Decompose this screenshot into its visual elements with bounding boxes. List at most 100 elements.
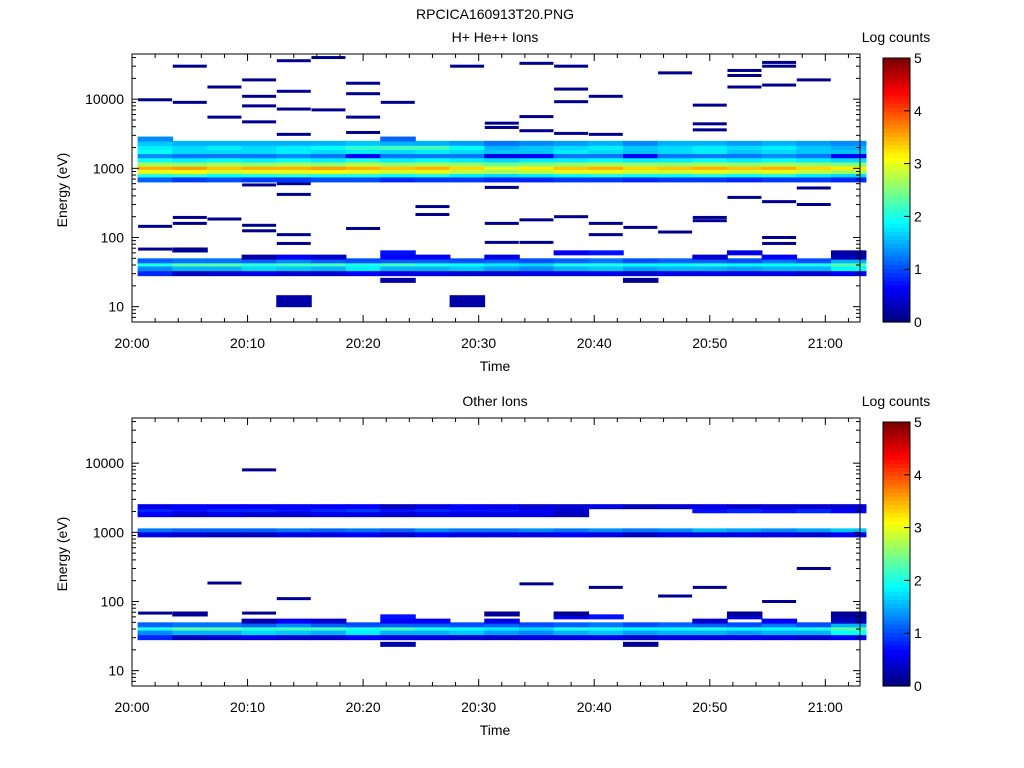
heatmap-cell [310, 174, 347, 180]
heatmap-cell [206, 145, 243, 151]
heatmap-cell [449, 630, 486, 636]
heatmap-cell [345, 528, 382, 534]
heatmap-cell [206, 622, 243, 628]
colorbar-step [883, 620, 910, 625]
axes-frame [131, 417, 861, 687]
heatmap-cell [380, 618, 416, 624]
heatmap-cell [554, 215, 589, 219]
heatmap-cell [310, 532, 347, 538]
heatmap-cell [137, 622, 174, 628]
x-tick-label: 20:10 [230, 335, 265, 351]
heatmap-cell [553, 157, 590, 163]
y-tick-label: 10 [108, 663, 124, 679]
heatmap-cell [761, 258, 798, 264]
heatmap-cell [830, 626, 867, 632]
heatmap-cell [276, 626, 312, 632]
y-axis-label: Energy (eV) [54, 153, 70, 228]
heatmap-cell [380, 266, 416, 272]
colorbar-step [883, 496, 910, 501]
heatmap-cell [692, 128, 727, 132]
colorbar-step [883, 157, 910, 162]
heatmap-cell [276, 153, 312, 159]
heatmap-cell [657, 161, 694, 167]
heatmap-cell [276, 258, 312, 264]
heatmap-cell [484, 258, 520, 264]
heatmap-cell [414, 140, 451, 146]
heatmap-cell [796, 258, 832, 264]
heatmap-cell [692, 177, 728, 183]
colorbar-step [883, 305, 910, 311]
heatmap-cell [796, 508, 832, 514]
heatmap-cell [588, 258, 624, 264]
heatmap-cell [484, 532, 520, 538]
colorbar-step [883, 599, 910, 605]
colorbar-step [883, 177, 910, 183]
heatmap-cell [241, 157, 278, 163]
heatmap-cell [172, 174, 208, 180]
heatmap-cell [692, 504, 728, 510]
heatmap-cell [345, 149, 382, 155]
colorbar-tick-label: 1 [914, 625, 922, 641]
colorbar-step [883, 628, 910, 633]
y-tick-label: 10000 [85, 455, 124, 471]
heatmap-cell [692, 266, 728, 272]
heatmap-cell [276, 508, 312, 514]
heatmap-cell [761, 157, 798, 163]
colorbar-step [883, 677, 910, 683]
heatmap-cell [554, 131, 589, 135]
colorbar-step [883, 521, 910, 526]
heatmap-cell [588, 630, 624, 636]
panel-title: H+ He++ Ions [452, 29, 539, 45]
heatmap-cell [830, 622, 867, 628]
x-tick-label: 20:30 [461, 699, 496, 715]
heatmap-cell [761, 618, 798, 624]
heatmap-cell [276, 532, 312, 538]
heatmap-cell [692, 262, 728, 268]
heatmap-cell [553, 271, 590, 277]
heatmap-cell [380, 622, 416, 628]
heatmap-cell [310, 140, 347, 146]
heatmap-cell [657, 174, 694, 180]
colorbar-step [883, 492, 910, 497]
heatmap-cell [414, 528, 451, 534]
heatmap-cell [380, 512, 416, 518]
heatmap-cell [380, 614, 416, 620]
heatmap-cell [414, 254, 451, 260]
heatmap-cell [657, 262, 694, 268]
heatmap-cell [449, 145, 486, 151]
heatmap-cell [518, 258, 555, 264]
heatmap-cell [657, 170, 694, 176]
heatmap-cell [553, 532, 590, 538]
heatmap-cell [762, 235, 797, 239]
heatmap-cell [692, 630, 728, 636]
colorbar-step [883, 293, 910, 298]
heatmap-cell [830, 174, 867, 180]
heatmap-cell [588, 626, 624, 632]
colorbar-step [883, 607, 910, 613]
heatmap-cell [414, 170, 451, 176]
heatmap-cell [588, 250, 624, 256]
heatmap-cell [553, 262, 590, 268]
colorbar-step [883, 595, 910, 600]
heatmap-cell [137, 149, 174, 155]
heatmap-cell [138, 224, 173, 228]
heatmap-cell [761, 271, 798, 277]
heatmap-cell [380, 161, 416, 167]
colorbar-step [883, 554, 910, 559]
heatmap-cell [138, 611, 173, 615]
heatmap-cell [449, 635, 486, 641]
heatmap-cell [726, 614, 763, 620]
heatmap-cell [276, 170, 312, 176]
heatmap-cell [276, 149, 312, 155]
heatmap-cell [137, 177, 174, 183]
colorbar-step [883, 673, 910, 679]
colorbar-tick-label: 3 [914, 156, 922, 172]
heatmap-cell [622, 262, 659, 268]
colorbar-step [883, 284, 910, 290]
heatmap-cell [449, 532, 486, 538]
heatmap-cell [726, 635, 763, 641]
colorbar-step [883, 231, 910, 236]
colorbar-step [883, 161, 910, 166]
heatmap-cell [241, 140, 278, 146]
heatmap-cell [207, 217, 242, 221]
